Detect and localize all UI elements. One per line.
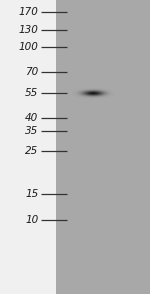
Text: 10: 10	[25, 215, 38, 225]
Text: 100: 100	[18, 42, 38, 52]
Text: 70: 70	[25, 67, 38, 77]
Text: 15: 15	[25, 189, 38, 199]
Text: 25: 25	[25, 146, 38, 156]
Bar	[0, 0, 56, 294]
Bar	[56, 0, 150, 294]
Text: 35: 35	[25, 126, 38, 136]
Text: 170: 170	[18, 7, 38, 17]
Text: 130: 130	[18, 25, 38, 35]
Text: 40: 40	[25, 113, 38, 123]
Text: 55: 55	[25, 88, 38, 98]
